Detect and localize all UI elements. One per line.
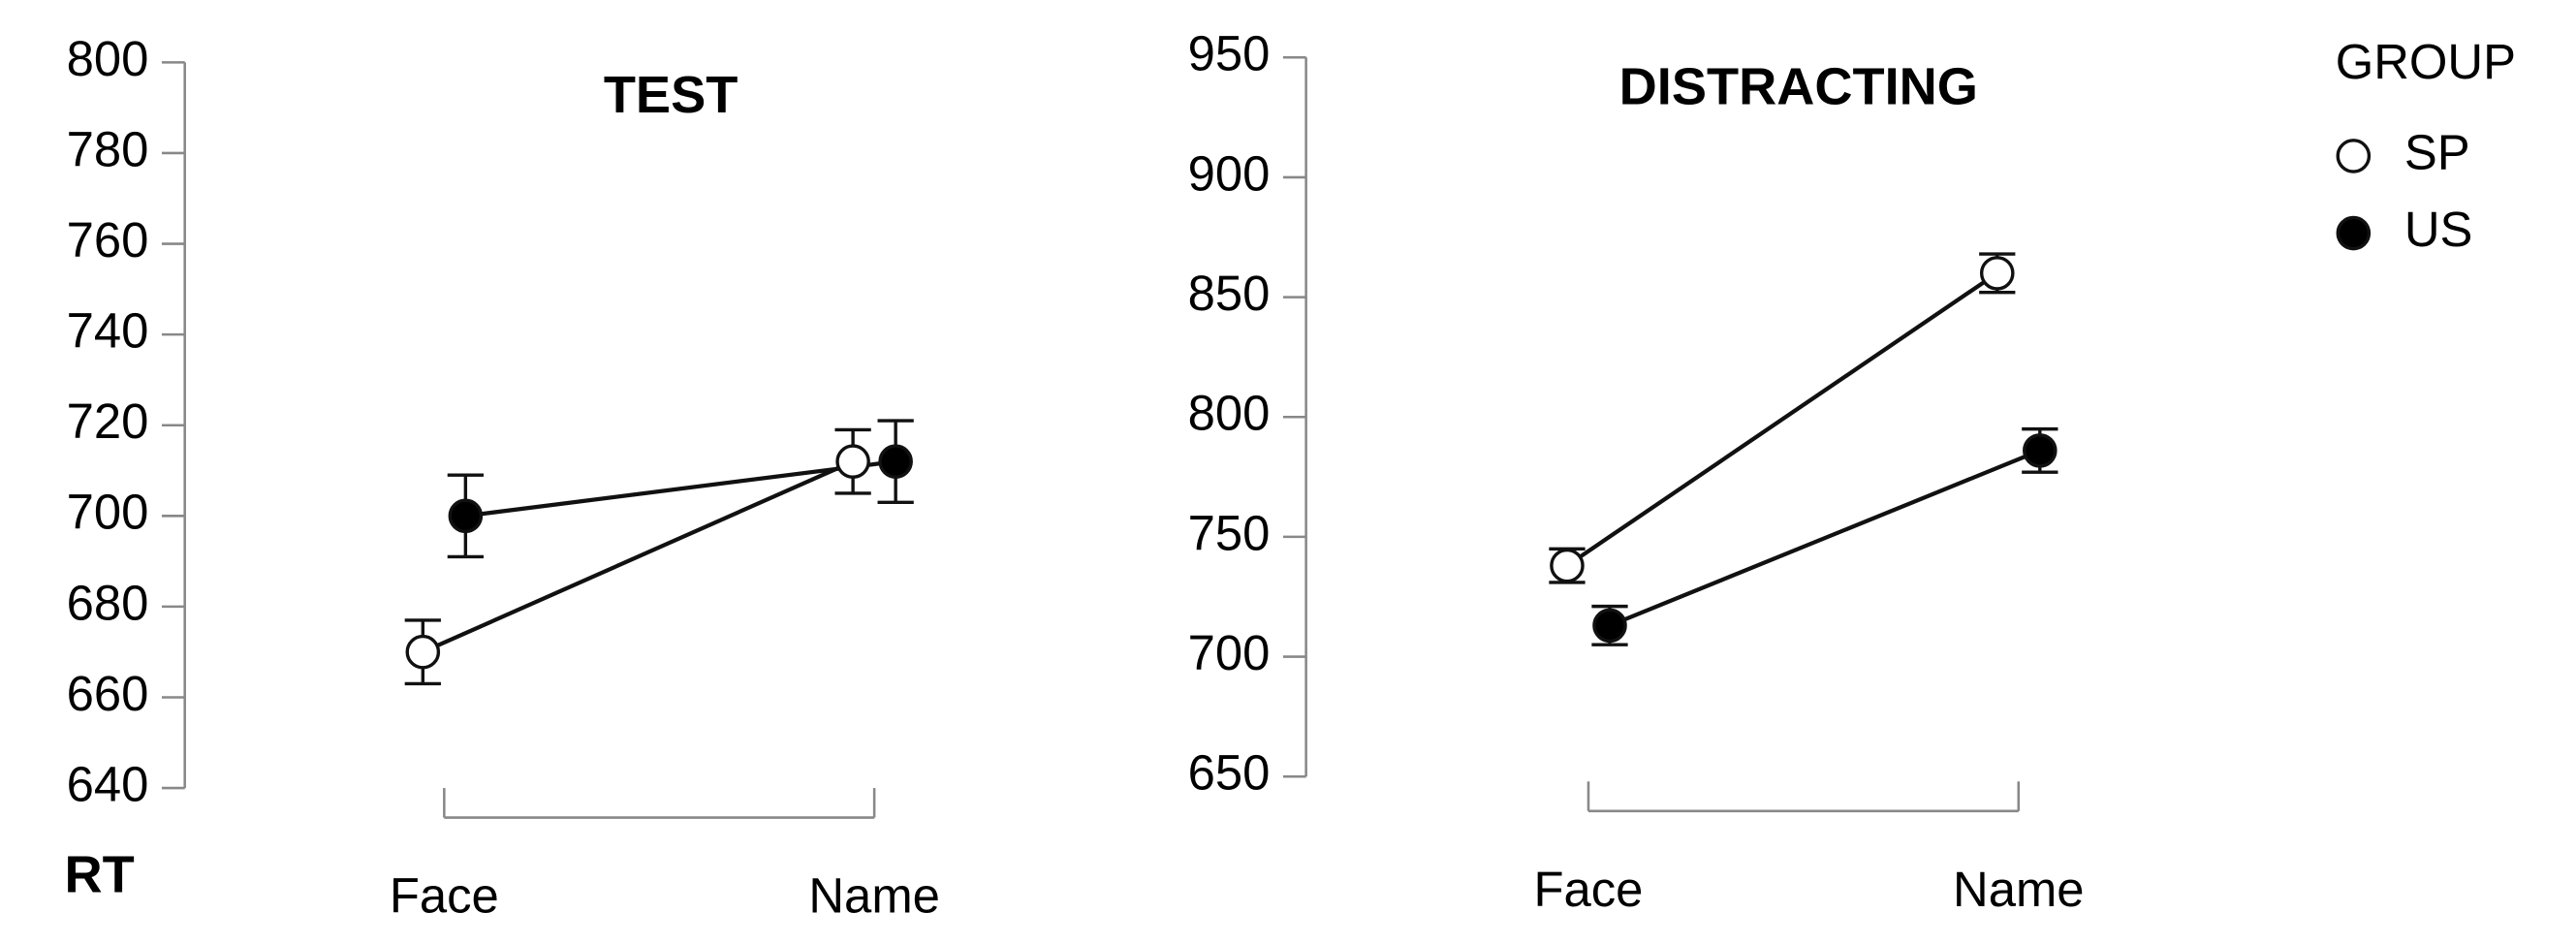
series-line <box>422 459 854 654</box>
x-tick-label: Face <box>1534 862 1644 917</box>
y-tick-label: 640 <box>67 757 149 812</box>
chart-title: DISTRACTING <box>1619 57 1978 115</box>
y-tick-label: 900 <box>1188 145 1271 201</box>
marker <box>448 498 484 534</box>
marker <box>1550 548 1585 583</box>
y-tick-label: 850 <box>1188 266 1271 321</box>
y-tick-label: 750 <box>1188 505 1271 560</box>
chart-title: TEST <box>604 66 738 124</box>
legend-label: US <box>2404 202 2473 257</box>
y-tick-label: 700 <box>67 485 149 540</box>
x-tick-label: Name <box>1953 862 2085 917</box>
marker <box>1979 256 2015 291</box>
y-tick-label: 720 <box>67 393 149 449</box>
series-line <box>465 459 896 519</box>
legend-label: SP <box>2404 124 2470 179</box>
y-axis-label: RT <box>64 846 134 904</box>
series-line <box>1609 448 2041 628</box>
y-tick-label: 950 <box>1188 26 1271 81</box>
legend-title: GROUP <box>2336 34 2516 89</box>
marker <box>1592 608 1627 644</box>
marker <box>405 634 441 670</box>
y-tick-label: 740 <box>67 303 149 359</box>
legend-marker <box>2336 139 2372 173</box>
y-tick-label: 700 <box>1188 625 1271 680</box>
y-tick-label: 780 <box>67 121 149 176</box>
y-tick-label: 800 <box>1188 386 1271 441</box>
y-tick-label: 800 <box>67 31 149 86</box>
y-tick-label: 650 <box>1188 745 1271 801</box>
x-tick-label: Name <box>808 868 940 924</box>
x-tick-label: Face <box>390 868 499 924</box>
y-tick-label: 660 <box>67 666 149 721</box>
marker <box>835 444 870 479</box>
legend-marker <box>2336 215 2372 251</box>
series-line <box>1565 271 1998 568</box>
marker <box>878 444 913 479</box>
y-tick-label: 760 <box>67 212 149 267</box>
y-tick-label: 680 <box>67 575 149 630</box>
marker <box>2023 433 2058 468</box>
